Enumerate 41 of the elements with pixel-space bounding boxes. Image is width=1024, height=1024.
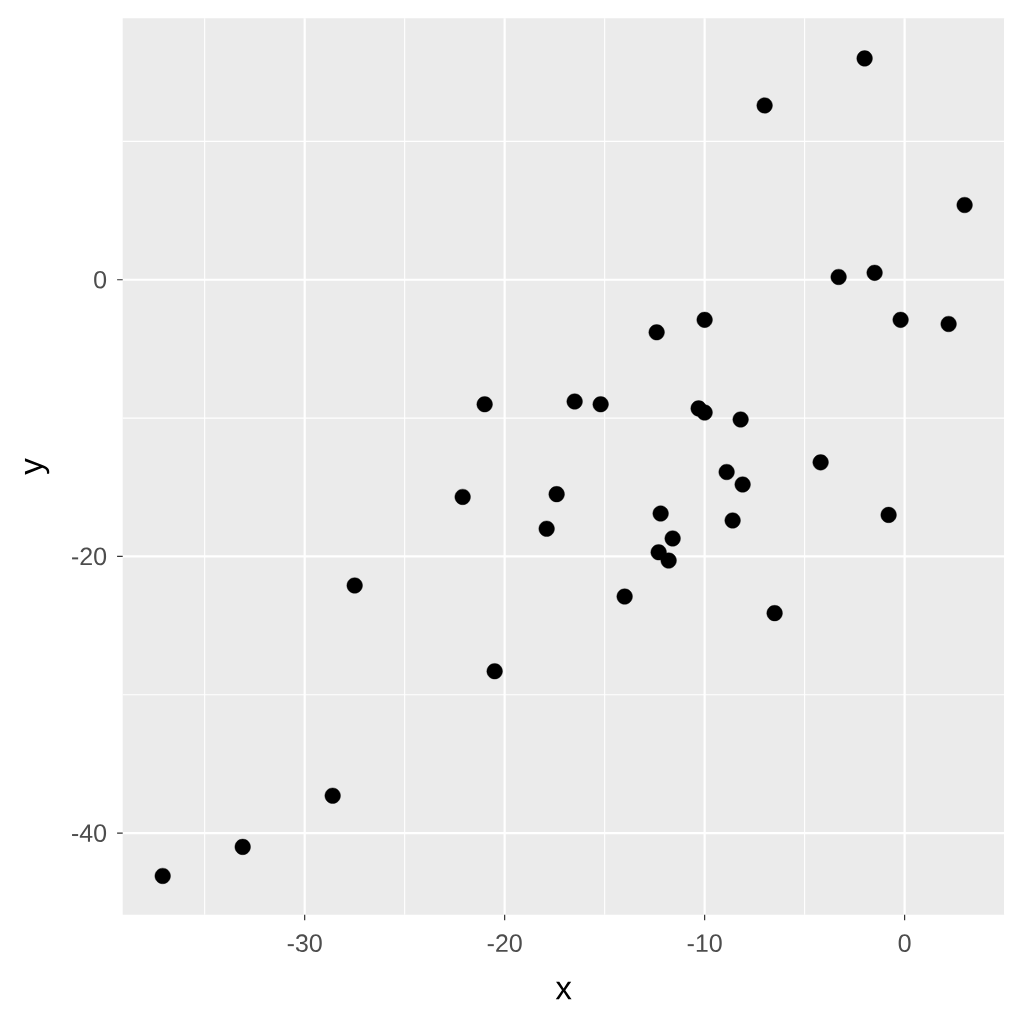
x-tick-label: -20 xyxy=(487,934,522,953)
x-tick-label: -10 xyxy=(687,934,722,953)
point xyxy=(538,520,555,537)
x-tick-label: 0 xyxy=(898,934,911,953)
point xyxy=(486,663,503,680)
point xyxy=(648,324,665,341)
point xyxy=(756,97,773,114)
y-tick-label: -20 xyxy=(72,547,107,566)
point xyxy=(652,505,669,522)
point xyxy=(696,311,713,328)
x-tick-label: -30 xyxy=(287,934,322,953)
point xyxy=(454,488,471,505)
point xyxy=(766,605,783,622)
point xyxy=(566,393,583,410)
point xyxy=(866,264,883,281)
x-axis-title: x xyxy=(555,981,572,1000)
point xyxy=(892,311,909,328)
point xyxy=(592,396,609,413)
point xyxy=(548,486,565,503)
point xyxy=(696,404,713,421)
point xyxy=(660,552,677,569)
point xyxy=(880,506,897,523)
point xyxy=(154,867,171,884)
point xyxy=(718,464,735,481)
point xyxy=(664,530,681,547)
point xyxy=(956,197,973,214)
y-tick-label: -40 xyxy=(72,824,107,842)
point xyxy=(346,577,363,594)
point xyxy=(616,588,633,605)
point xyxy=(856,50,873,67)
point xyxy=(234,838,251,855)
y-tick-label: 0 xyxy=(94,270,107,289)
point xyxy=(324,787,341,804)
point xyxy=(732,411,749,428)
point xyxy=(734,476,751,493)
point xyxy=(812,454,829,471)
point xyxy=(476,396,493,413)
point xyxy=(830,268,847,285)
point xyxy=(724,512,741,529)
point xyxy=(940,316,957,333)
y-axis-title: y xyxy=(24,458,50,475)
